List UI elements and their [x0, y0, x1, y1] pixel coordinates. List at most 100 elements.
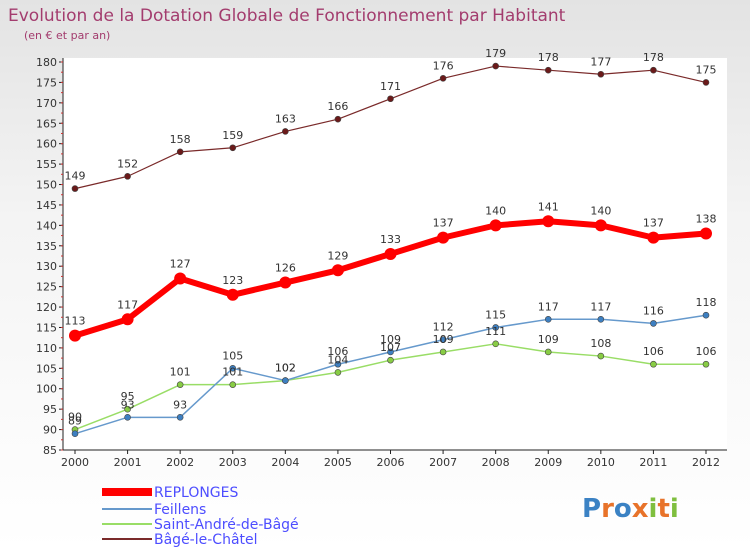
- y-tick-label: 115: [36, 321, 57, 334]
- x-tick-label: 2003: [219, 456, 247, 469]
- data-point: [650, 360, 657, 368]
- data-label: 101: [222, 366, 243, 379]
- data-point: [597, 316, 605, 323]
- data-point: [439, 336, 447, 344]
- data-point: [597, 352, 605, 360]
- data-label: 95: [121, 390, 135, 403]
- series-saint-andre-de-bage: [71, 340, 710, 433]
- data-label: 137: [643, 217, 664, 230]
- data-point: [71, 430, 79, 437]
- data-point: [282, 377, 289, 384]
- data-label: 126: [275, 262, 296, 275]
- data-point: [279, 276, 292, 289]
- data-label: 129: [327, 249, 348, 262]
- data-point: [229, 365, 237, 372]
- y-tick-label: 150: [36, 179, 57, 192]
- y-tick-label: 180: [36, 56, 57, 69]
- data-label: 158: [170, 133, 191, 146]
- data-label: 117: [538, 300, 559, 313]
- data-label: 105: [222, 349, 243, 362]
- data-point: [542, 215, 555, 228]
- data-label: 106: [696, 345, 717, 358]
- data-label: 102: [275, 362, 296, 375]
- x-tick-label: 2001: [114, 456, 142, 469]
- data-point: [387, 348, 394, 356]
- data-label: 118: [696, 296, 717, 309]
- x-tick-label: 2000: [61, 456, 89, 469]
- data-point: [384, 247, 397, 260]
- data-label: 106: [327, 345, 348, 358]
- x-tick-label: 2006: [377, 456, 405, 469]
- data-point: [71, 185, 79, 192]
- data-label: 177: [590, 55, 611, 68]
- data-point: [439, 348, 447, 356]
- data-point: [176, 414, 184, 421]
- y-tick-label: 105: [36, 362, 57, 375]
- series-feillens: [71, 311, 710, 437]
- data-label: 137: [433, 217, 454, 230]
- data-label: 106: [643, 345, 664, 358]
- data-label: 159: [222, 129, 243, 142]
- data-point: [650, 66, 657, 74]
- y-tick-label: 155: [36, 158, 57, 171]
- data-label: 93: [121, 398, 135, 411]
- data-label: 178: [538, 51, 559, 64]
- data-point: [176, 148, 184, 156]
- data-point: [387, 95, 394, 103]
- data-point: [650, 320, 657, 327]
- data-label: 102: [275, 362, 296, 375]
- data-label: 140: [590, 204, 611, 217]
- data-point: [282, 128, 289, 135]
- data-label: 117: [117, 298, 138, 311]
- chart-title: Evolution de la Dotation Globale de Fonc…: [8, 6, 566, 26]
- y-tick-label: 140: [36, 219, 57, 232]
- data-point: [121, 313, 134, 326]
- data-label: 101: [170, 366, 191, 379]
- data-label: 112: [433, 321, 454, 334]
- data-point: [124, 173, 131, 180]
- data-label: 166: [327, 100, 348, 113]
- data-label: 111: [485, 325, 506, 338]
- logo-text: Proxiti: [582, 494, 679, 524]
- series-bage-le-chatel: [71, 62, 710, 192]
- y-tick-label: 130: [36, 260, 57, 273]
- data-label: 107: [380, 341, 401, 354]
- y-tick-label: 120: [36, 301, 57, 314]
- data-point: [700, 227, 712, 240]
- data-label: 138: [696, 213, 717, 226]
- data-label: 113: [65, 315, 86, 328]
- data-point: [124, 405, 131, 413]
- data-label: 104: [327, 353, 348, 366]
- x-tick-label: 2005: [324, 456, 352, 469]
- data-point: [229, 381, 237, 388]
- data-label: 176: [433, 59, 454, 72]
- data-point: [334, 115, 342, 123]
- data-point: [176, 381, 184, 388]
- data-point: [597, 70, 605, 78]
- data-point: [69, 329, 81, 342]
- data-label: 109: [538, 333, 559, 346]
- data-label: 117: [590, 300, 611, 313]
- data-point: [544, 316, 552, 323]
- data-label: 152: [117, 157, 138, 170]
- data-label: 178: [643, 51, 664, 64]
- legend-label: Feillens: [154, 502, 206, 518]
- data-point: [439, 75, 447, 82]
- y-tick-label: 145: [36, 199, 57, 212]
- data-point: [594, 219, 607, 232]
- y-tick-label: 100: [36, 383, 57, 396]
- y-tick-label: 175: [36, 76, 57, 89]
- data-point: [334, 369, 342, 376]
- y-tick-label: 165: [36, 117, 57, 130]
- data-point: [489, 219, 502, 232]
- data-point: [702, 311, 710, 319]
- y-tick-label: 135: [36, 240, 57, 253]
- data-point: [229, 144, 237, 152]
- data-point: [226, 288, 239, 301]
- series-replonges: [69, 215, 712, 342]
- data-label: 171: [380, 80, 401, 93]
- data-point: [334, 360, 342, 368]
- x-tick-label: 2002: [166, 456, 194, 469]
- y-tick-label: 90: [43, 424, 57, 437]
- data-label: 140: [485, 204, 506, 217]
